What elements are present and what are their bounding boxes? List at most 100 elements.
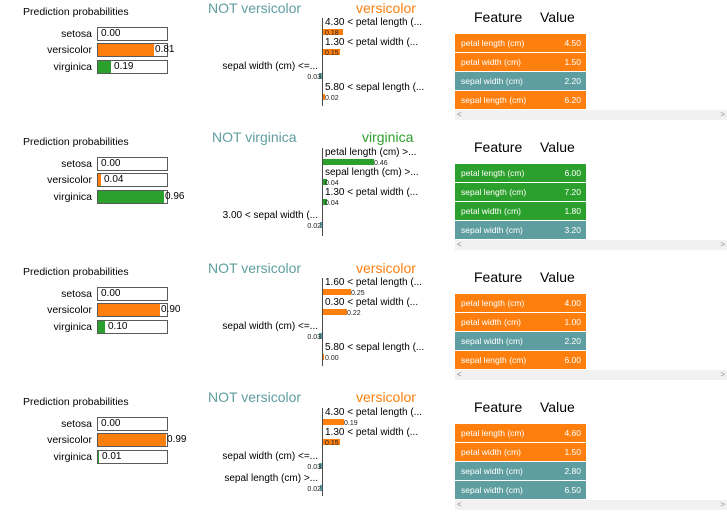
probability-value: 0.99 [167, 434, 187, 445]
probability-bar-track [97, 190, 168, 204]
feature-condition-label: 1.60 < petal length (... [325, 277, 423, 288]
probability-bar-track [97, 320, 168, 334]
feature-weight-bar [320, 222, 322, 228]
probability-bar-track [97, 450, 168, 464]
table-row: sepal width (cm) 2.80 [455, 462, 586, 480]
table-cell-value: 4.00 [564, 298, 581, 308]
probability-bar-track [97, 27, 168, 41]
probability-class-label: virginica [53, 191, 92, 203]
table-header-feature: Feature [474, 399, 523, 415]
probability-class-label: setosa [61, 158, 92, 170]
table-cell-feature: petal length (cm) [461, 298, 525, 308]
feature-condition-label: 5.80 < sepal length (... [325, 342, 425, 353]
feature-weight-value: 0.00 [325, 355, 339, 362]
table-cell-value: 2.20 [564, 76, 581, 86]
negative-class-label: NOT versicolor [208, 0, 302, 16]
table-row: petal width (cm) 1.50 [455, 443, 586, 461]
probability-bar-track [97, 43, 168, 57]
probability-bar-track [97, 417, 168, 431]
table-cell-feature: petal length (cm) [461, 38, 525, 48]
scroll-left-arrow-icon[interactable]: < [457, 240, 462, 249]
probability-value: 0.01 [102, 451, 122, 462]
table-row: petal length (cm) 4.00 [455, 294, 586, 312]
table-row: petal width (cm) 1.50 [455, 53, 586, 71]
feature-weights-axis [322, 408, 323, 496]
scroll-left-arrow-icon[interactable]: < [457, 500, 462, 509]
probability-bar-fill [98, 321, 105, 333]
probability-row: versicolor 0.81 [0, 43, 200, 57]
probability-value: 0.00 [101, 288, 121, 299]
probability-class-label: virginica [53, 451, 92, 463]
table-cell-feature: petal width (cm) [461, 447, 521, 457]
positive-class-label: virginica [362, 129, 414, 145]
scroll-right-arrow-icon[interactable]: > [720, 500, 725, 509]
scroll-right-arrow-icon[interactable]: > [720, 370, 725, 379]
feature-weight-value: 0.15 [325, 50, 339, 57]
table-header-feature: Feature [474, 139, 523, 155]
feature-condition-label: sepal length (cm) >... [325, 167, 419, 178]
table-header-value: Value [540, 399, 575, 415]
scroll-left-arrow-icon[interactable]: < [457, 110, 462, 119]
feature-weight-value: 0.25 [351, 290, 365, 297]
feature-condition-label: petal length (cm) >... [325, 147, 417, 158]
feature-weight-bar [323, 289, 351, 295]
feature-condition-label: sepal length (cm) >... [224, 473, 318, 484]
probability-class-label: virginica [53, 61, 92, 73]
scroll-left-arrow-icon[interactable]: < [457, 370, 462, 379]
probability-bar-track [97, 303, 168, 317]
table-header-value: Value [540, 269, 575, 285]
probability-value: 0.00 [101, 28, 121, 39]
feature-weight-value: 0.03 [307, 74, 321, 81]
feature-condition-label: 1.30 < petal width (... [325, 187, 419, 198]
feature-weights-axis [322, 148, 323, 236]
table-cell-feature: sepal width (cm) [461, 225, 523, 235]
feature-weight-bar [323, 94, 325, 100]
table-cell-value: 4.50 [564, 38, 581, 48]
positive-class-label: versicolor [356, 260, 416, 276]
table-row: petal width (cm) 1.80 [455, 202, 586, 220]
table-cell-value: 2.20 [564, 336, 581, 346]
feature-weight-value: 0.22 [347, 310, 361, 317]
feature-weight-bar [319, 333, 322, 339]
table-header-value: Value [540, 9, 575, 25]
feature-weight-value: 0.19 [344, 420, 358, 427]
probability-row: virginica 0.01 [0, 450, 200, 464]
table-cell-feature: sepal length (cm) [461, 95, 527, 105]
table-horizontal-scrollbar[interactable]: < > [455, 500, 727, 510]
probability-bar-fill [98, 434, 166, 446]
probability-class-label: versicolor [47, 304, 92, 316]
negative-class-label: NOT versicolor [208, 389, 302, 405]
feature-weight-bar [319, 73, 322, 79]
table-row: petal length (cm) 4.60 [455, 424, 586, 442]
table-horizontal-scrollbar[interactable]: < > [455, 370, 727, 380]
table-cell-feature: petal width (cm) [461, 57, 521, 67]
feature-weights-axis [322, 278, 323, 366]
prediction-probabilities-title: Prediction probabilities [23, 266, 129, 278]
table-cell-value: 1.00 [564, 317, 581, 327]
probability-value: 0.00 [101, 418, 121, 429]
explanation-panel: Prediction probabilities setosa 0.00 versic… [0, 260, 727, 390]
feature-condition-label: 5.80 < sepal length (... [325, 82, 425, 93]
probability-value: 0.96 [165, 191, 185, 202]
feature-condition-label: sepal width (cm) <=... [222, 451, 318, 462]
probability-class-label: setosa [61, 28, 92, 40]
probability-bar-fill [98, 174, 101, 186]
table-header-value: Value [540, 139, 575, 155]
feature-condition-label: 1.30 < petal width (... [325, 427, 419, 438]
table-cell-value: 6.50 [564, 485, 581, 495]
table-cell-value: 6.20 [564, 95, 581, 105]
table-cell-feature: sepal length (cm) [461, 355, 527, 365]
feature-weight-value: 0.04 [325, 200, 339, 207]
probability-row: versicolor 0.99 [0, 433, 200, 447]
scroll-right-arrow-icon[interactable]: > [720, 240, 725, 249]
probability-class-label: virginica [53, 321, 92, 333]
positive-class-label: versicolor [356, 389, 416, 405]
feature-condition-label: sepal width (cm) <=... [222, 61, 318, 72]
table-horizontal-scrollbar[interactable]: < > [455, 240, 727, 250]
probability-bar-fill [98, 304, 160, 316]
probability-bar-track [97, 433, 168, 447]
feature-weight-bar [323, 419, 344, 425]
prediction-probabilities-title: Prediction probabilities [23, 136, 129, 148]
table-horizontal-scrollbar[interactable]: < > [455, 110, 727, 120]
scroll-right-arrow-icon[interactable]: > [720, 110, 725, 119]
